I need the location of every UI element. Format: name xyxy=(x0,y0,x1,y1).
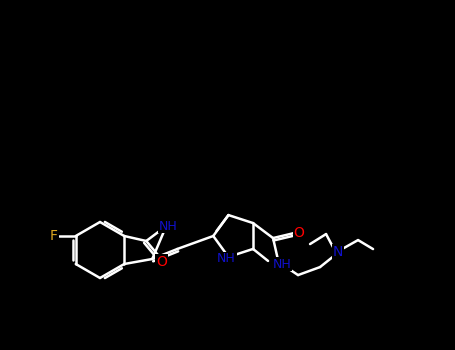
Text: NH: NH xyxy=(159,219,177,232)
Text: F: F xyxy=(50,229,58,243)
Text: NH: NH xyxy=(273,258,291,271)
Text: O: O xyxy=(156,255,167,269)
Text: O: O xyxy=(293,226,304,240)
Text: N: N xyxy=(333,245,343,259)
Text: NH: NH xyxy=(217,252,236,265)
